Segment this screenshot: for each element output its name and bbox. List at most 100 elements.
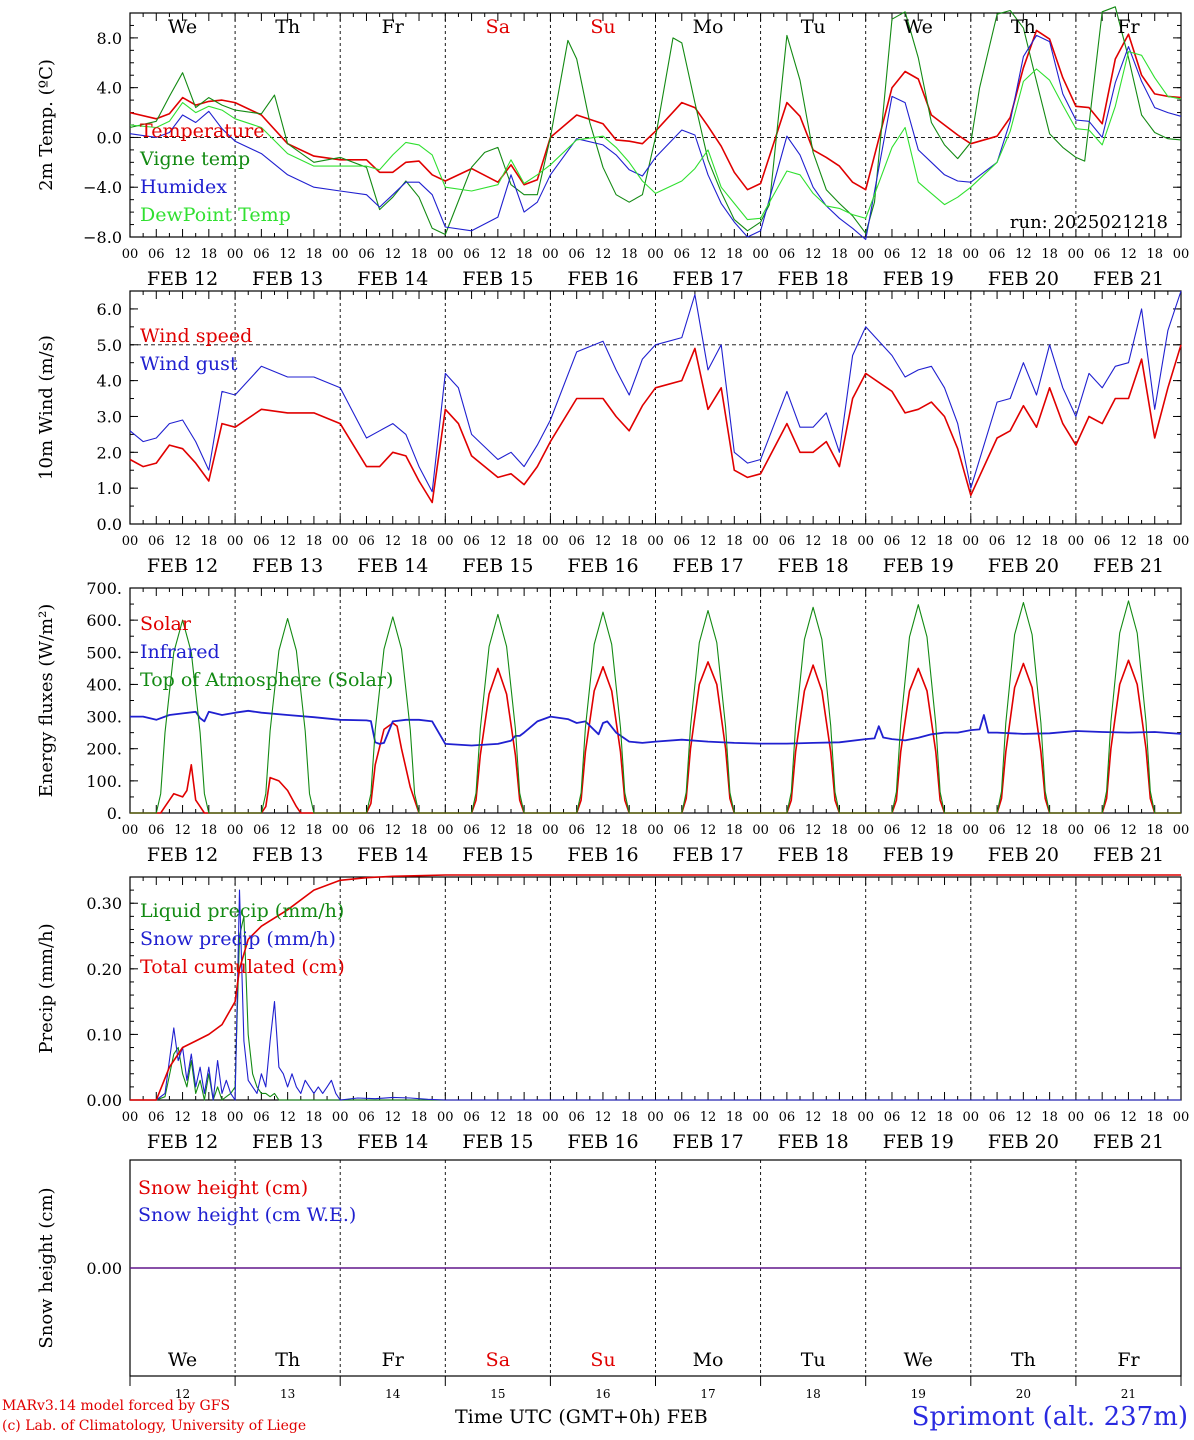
day-name-top: Su: [590, 16, 615, 38]
date-label: FEB 15: [462, 844, 533, 866]
day-name-bottom: Su: [590, 1349, 615, 1371]
date-label: FEB 12: [147, 1131, 218, 1153]
hour-label: 12: [910, 1110, 927, 1125]
credit-line-model: MARv3.14 model forced by GFS: [2, 1398, 231, 1414]
day-name-top: Th: [1011, 16, 1036, 38]
day-name-bottom: Th: [1011, 1349, 1036, 1371]
series-line-vigne-temp: [129, 6, 1182, 236]
y-tick-label: 0.10: [86, 1025, 122, 1044]
hour-label: 00: [227, 1110, 244, 1125]
hour-label: 00: [437, 534, 454, 549]
credit-line-lab: (c) Lab. of Climatology, University of L…: [2, 1418, 307, 1434]
hour-label: 12: [595, 247, 612, 262]
hour-label: 12: [910, 534, 927, 549]
hour-label: 18: [621, 534, 638, 549]
hour-label: 06: [253, 1110, 270, 1125]
hour-label: 00: [752, 1110, 769, 1125]
hour-label: 12: [384, 247, 401, 262]
hour-label: 12: [174, 247, 191, 262]
date-label: FEB 21: [1093, 555, 1164, 577]
hour-label: 12: [279, 1110, 296, 1125]
hour-label: 18: [831, 247, 848, 262]
date-label: FEB 13: [252, 268, 323, 290]
day-name-bottom: Tu: [801, 1349, 826, 1371]
y-tick-label: 0.00: [86, 1091, 122, 1110]
day-name-top: We: [168, 16, 197, 38]
hour-label: 18: [936, 823, 953, 838]
legend-entry: Snow height (cm): [138, 1177, 308, 1199]
hour-label: 06: [568, 247, 585, 262]
date-label: FEB 21: [1093, 268, 1164, 290]
y-tick-label: 0.0: [97, 515, 122, 534]
day-number: 16: [595, 1387, 610, 1401]
hour-label: 12: [490, 1110, 507, 1125]
y-axis-label: Snow height (cm): [36, 1187, 57, 1348]
hour-label: 12: [1120, 534, 1137, 549]
date-label: FEB 13: [252, 844, 323, 866]
hour-label: 06: [358, 1110, 375, 1125]
hour-label: 12: [490, 534, 507, 549]
hour-label: 00: [437, 247, 454, 262]
hour-label: 12: [384, 823, 401, 838]
hour-label: 00: [122, 823, 139, 838]
day-name-bottom: We: [168, 1349, 197, 1371]
series-line-top-of-atmosphere-solar-: [130, 600, 1181, 814]
hour-label: 00: [332, 823, 349, 838]
y-axis-label: Energy fluxes (W/m²): [36, 604, 57, 798]
hour-label: 00: [752, 534, 769, 549]
hour-label: 06: [463, 823, 480, 838]
hour-label: 06: [148, 1110, 165, 1125]
hour-label: 00: [647, 247, 664, 262]
hour-label: 12: [595, 534, 612, 549]
date-label: FEB 20: [988, 1131, 1059, 1153]
hour-label: 18: [306, 247, 323, 262]
date-label: FEB 20: [988, 555, 1059, 577]
day-name-bottom: Mo: [693, 1349, 724, 1371]
series-line-dewpoint-temp: [129, 51, 1182, 221]
date-label: FEB 20: [988, 268, 1059, 290]
y-tick-label: 0.: [107, 804, 122, 823]
date-label: FEB 15: [462, 555, 533, 577]
hour-label: 06: [568, 823, 585, 838]
hour-label: 00: [963, 247, 980, 262]
hour-label: 06: [779, 247, 796, 262]
hour-label: 18: [1146, 1110, 1163, 1125]
hour-label: 06: [989, 247, 1006, 262]
legend-entry: DewPoint Temp: [140, 204, 291, 226]
hour-label: 00: [647, 534, 664, 549]
date-label: FEB 19: [883, 1131, 954, 1153]
y-tick-label: 0.0: [97, 128, 122, 147]
day-name-top: We: [904, 16, 933, 38]
date-label: FEB 17: [672, 555, 743, 577]
hour-label: 12: [174, 534, 191, 549]
day-name-top: Th: [275, 16, 300, 38]
hour-label: 00: [1173, 823, 1190, 838]
y-axis-label: 2m Temp. (ºC): [36, 59, 57, 191]
day-name-bottom: Th: [275, 1349, 300, 1371]
hour-label: 06: [148, 534, 165, 549]
series-line-snow-precip-mm-h-: [130, 889, 1181, 1101]
day-name-bottom: Fr: [1117, 1349, 1140, 1371]
hour-label: 12: [1120, 1110, 1137, 1125]
day-name-bottom: Sa: [486, 1349, 510, 1371]
legend-entry: Snow height (cm W.E.): [138, 1204, 356, 1226]
hour-label: 00: [332, 1110, 349, 1125]
hour-label: 06: [674, 823, 691, 838]
date-label: FEB 13: [252, 1131, 323, 1153]
hour-label: 18: [1041, 247, 1058, 262]
hour-label: 18: [936, 534, 953, 549]
hour-label: 18: [411, 534, 428, 549]
date-label: FEB 18: [778, 268, 849, 290]
hour-label: 00: [963, 534, 980, 549]
series-line-wind-speed: [129, 344, 1182, 504]
hour-label: 18: [411, 823, 428, 838]
day-number: 20: [1016, 1387, 1031, 1401]
hour-label: 06: [148, 247, 165, 262]
day-name-top: Fr: [1117, 16, 1140, 38]
legend-entry: Snow precip (mm/h): [140, 928, 336, 950]
hour-label: 00: [857, 247, 874, 262]
day-number: 15: [490, 1387, 505, 1401]
panel-frame: [129, 587, 1182, 814]
station-label: Sprimont (alt. 237m): [911, 1402, 1188, 1432]
hour-label: 06: [674, 247, 691, 262]
